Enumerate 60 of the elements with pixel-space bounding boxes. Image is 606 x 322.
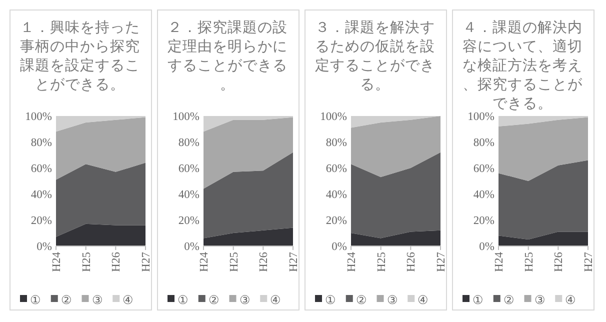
legend-label: ④	[418, 293, 429, 308]
x-tick-label: H25	[228, 252, 240, 272]
legend-label: ①	[325, 293, 336, 308]
legend-label: ②	[208, 293, 220, 308]
y-tick-label: 40%	[30, 189, 52, 202]
y-tick-label: 60%	[473, 163, 495, 176]
y-tick-label: 40%	[178, 189, 200, 202]
x-tick-label: H25	[80, 252, 93, 272]
y-tick-label: 40%	[473, 189, 495, 202]
y-tick-label: 60%	[178, 163, 200, 176]
x-tick-label: H25	[376, 252, 388, 272]
legend-label: ③	[92, 293, 103, 308]
x-tick-label: H24	[346, 252, 358, 272]
y-tick-label: 40%	[326, 189, 348, 202]
legend-label: ②	[503, 293, 514, 308]
y-tick-label: 20%	[473, 215, 495, 228]
y-tick-label: 20%	[178, 215, 200, 228]
x-tick-label: H27	[583, 252, 596, 272]
y-tick-label: 80%	[326, 137, 348, 150]
legend-label: ②	[60, 293, 72, 308]
y-tick-label: 100%	[320, 111, 348, 124]
chart-title: ３．課題を解決するための仮説を設定することができる。	[314, 19, 435, 93]
y-tick-label: 20%	[326, 215, 348, 228]
chart-title: １．興味を持った事柄の中から探究課題を設定することができる。	[20, 19, 140, 93]
y-tick-label: 0%	[332, 241, 348, 254]
x-tick-label: H24	[494, 252, 506, 272]
legend-label: ②	[356, 293, 367, 308]
legend-label: ④	[122, 293, 134, 308]
y-tick-label: 20%	[30, 215, 52, 228]
x-tick-label: H24	[198, 252, 211, 272]
legend-label: ①	[30, 293, 41, 308]
legend-label: ③	[534, 293, 546, 308]
chart-title: ４．課題の解決内容について、適切な検証方法を考え、探究することができる。	[462, 19, 584, 112]
legend-label: ③	[386, 293, 398, 308]
y-tick-label: 80%	[473, 137, 495, 150]
x-tick-label: H25	[523, 252, 536, 272]
x-tick-label: H24	[51, 252, 64, 272]
x-tick-label: H27	[140, 252, 153, 272]
x-tick-label: H26	[110, 252, 123, 272]
x-tick-label: H26	[258, 252, 270, 272]
y-tick-label: 80%	[178, 137, 200, 150]
y-tick-label: 60%	[30, 163, 52, 176]
y-tick-label: 0%	[184, 241, 200, 254]
y-tick-label: 0%	[36, 241, 52, 254]
y-tick-label: 80%	[30, 137, 52, 150]
chart-title: ２．探究課題の設定理由を明らかにすることができる。	[167, 19, 288, 93]
legend-label: ④	[565, 293, 576, 308]
y-tick-label: 100%	[468, 111, 495, 124]
legend-label: ③	[239, 293, 250, 308]
y-tick-label: 100%	[25, 111, 52, 124]
y-tick-label: 100%	[172, 111, 200, 124]
x-tick-label: H27	[288, 252, 300, 272]
x-tick-label: H27	[436, 252, 448, 272]
legend-label: ④	[270, 293, 282, 308]
y-tick-label: 60%	[326, 163, 348, 176]
y-tick-label: 0%	[479, 241, 495, 254]
x-tick-label: H26	[406, 252, 418, 272]
legend-label: ①	[178, 293, 188, 308]
x-tick-label: H26	[553, 252, 566, 272]
legend-label: ①	[472, 293, 484, 308]
